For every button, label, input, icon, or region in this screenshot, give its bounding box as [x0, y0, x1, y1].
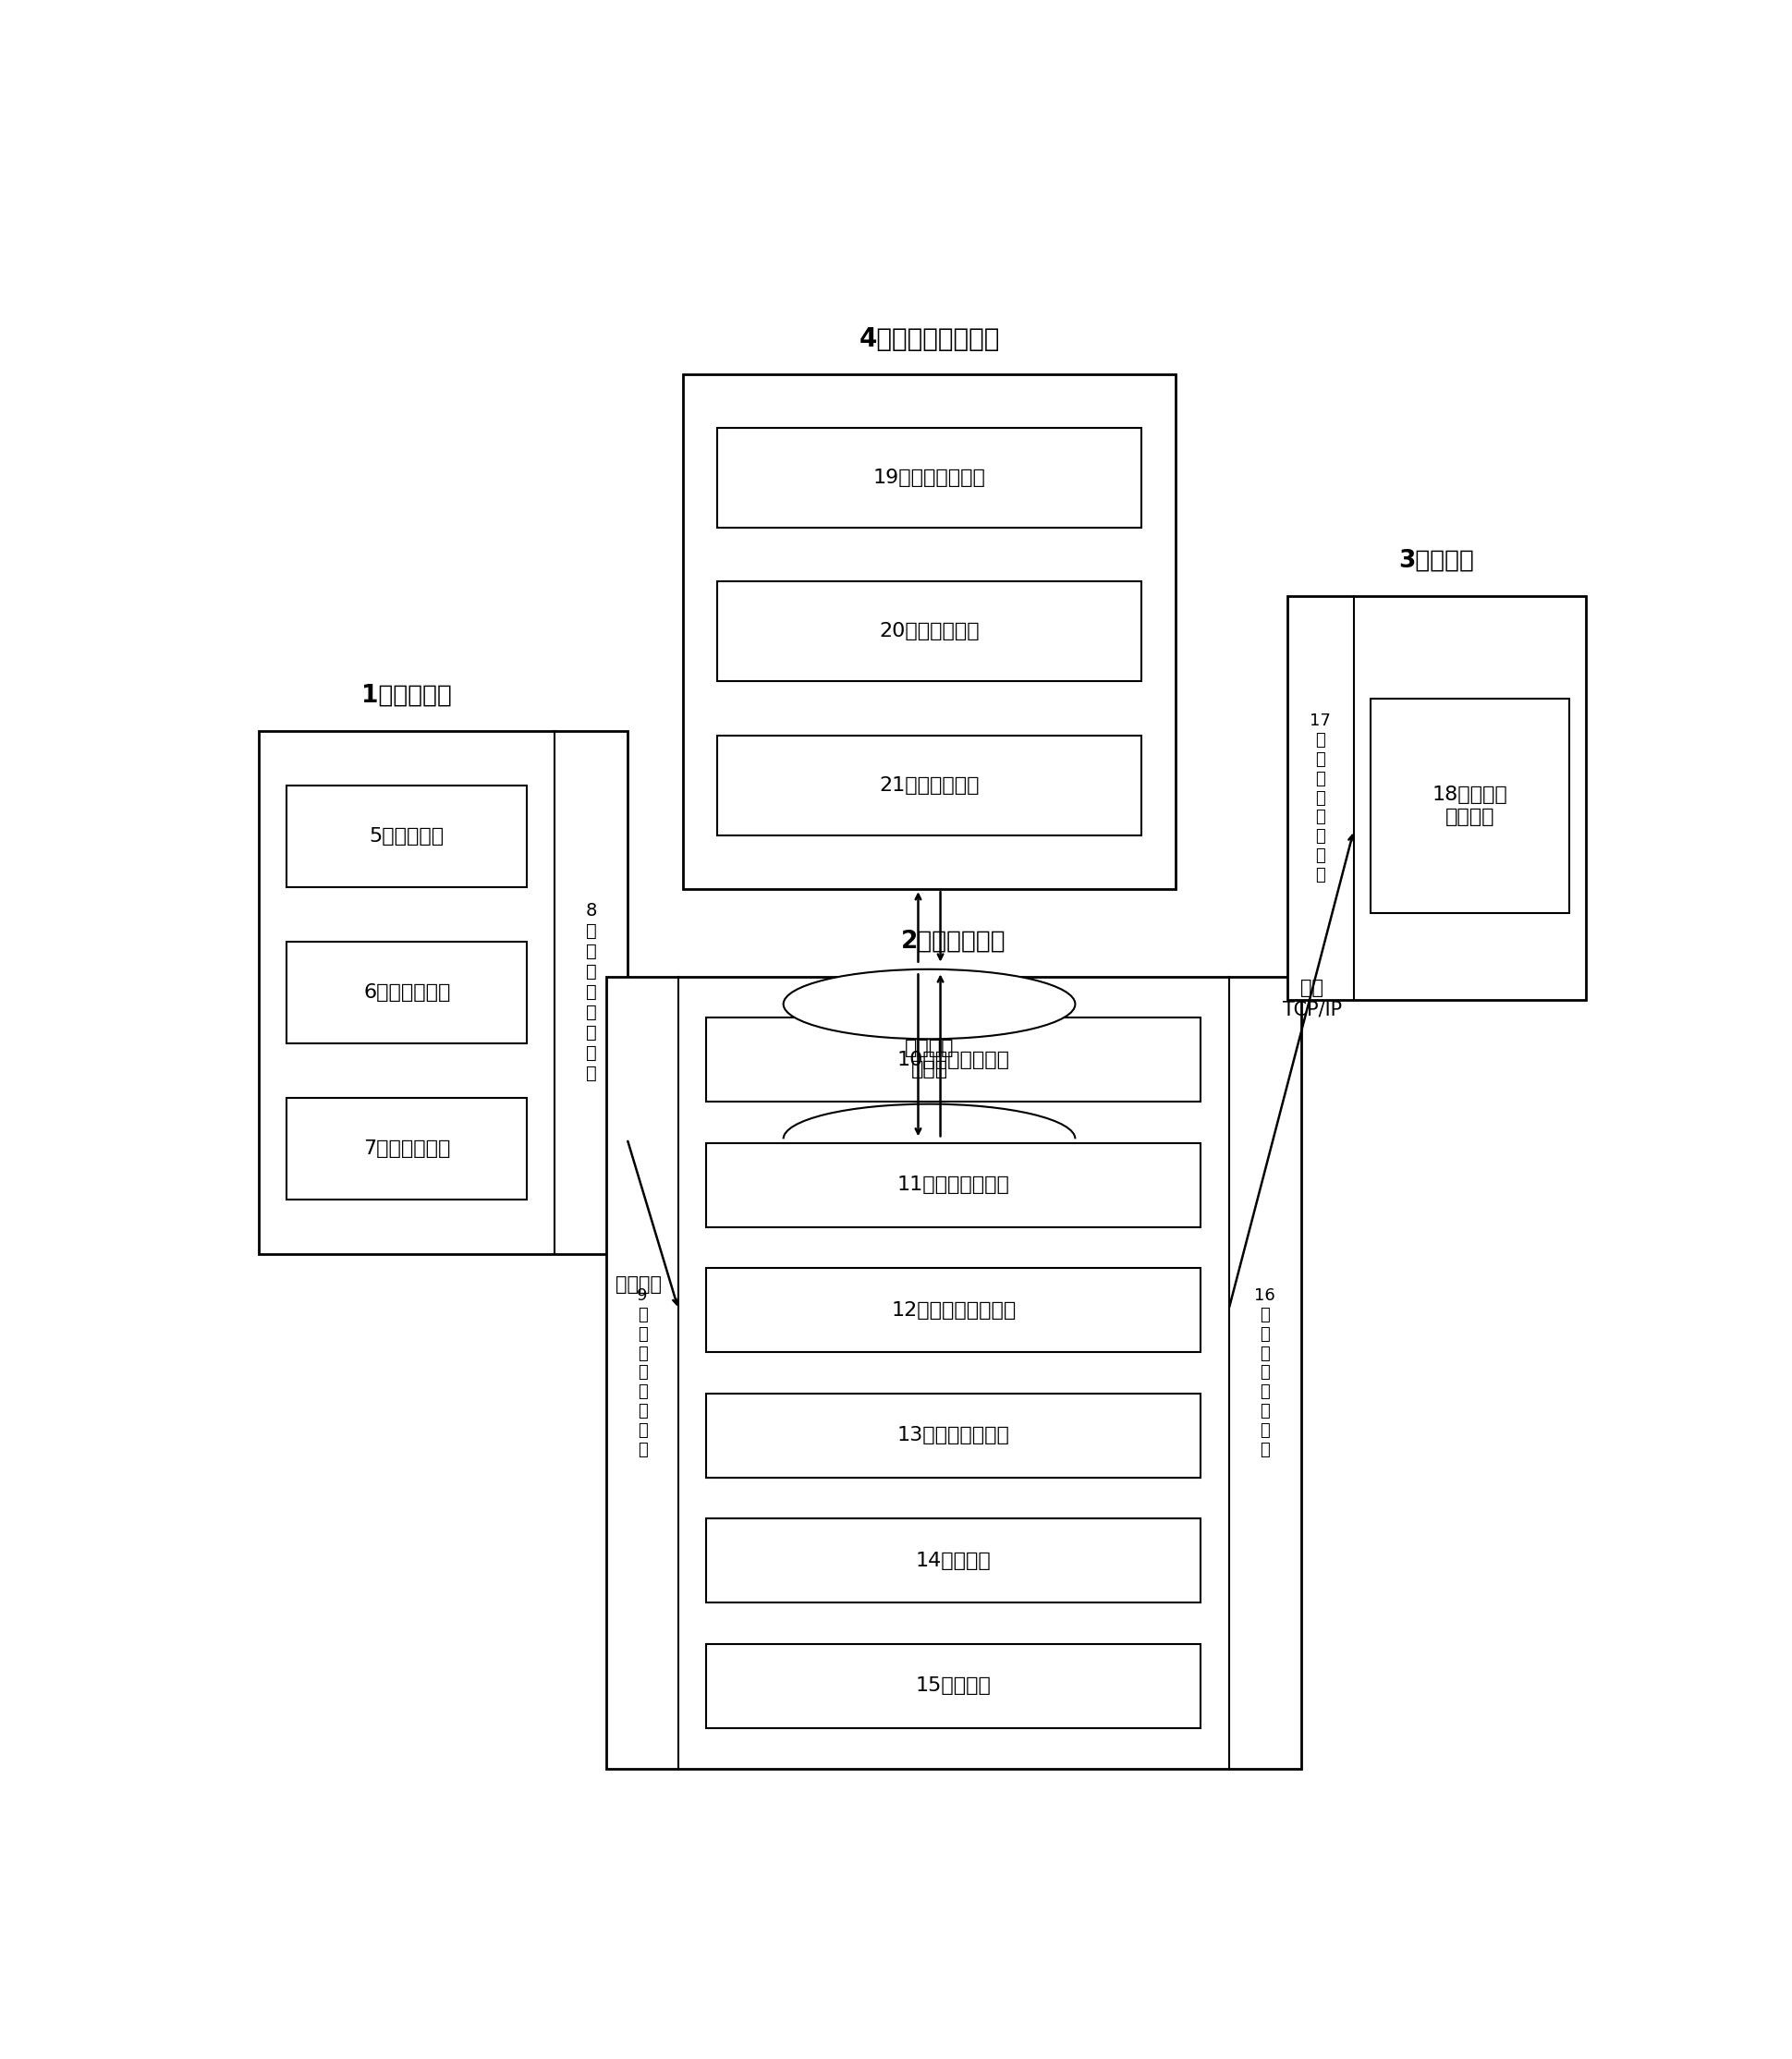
FancyBboxPatch shape	[1287, 595, 1584, 1001]
Text: 15时间管理: 15时间管理	[916, 1676, 991, 1695]
FancyBboxPatch shape	[606, 976, 1301, 1769]
Text: 14系统日志: 14系统日志	[916, 1550, 991, 1569]
Text: 9
过
程
参
数
数
据
接
收: 9 过 程 参 数 数 据 接 收	[636, 1287, 647, 1458]
Text: 18仿真结果
数据显示: 18仿真结果 数据显示	[1432, 787, 1507, 826]
Text: 模型参数
数据库: 模型参数 数据库	[905, 1040, 953, 1079]
FancyBboxPatch shape	[717, 735, 1140, 836]
Text: 16
仿
真
结
果
数
据
发
布: 16 仿 真 结 果 数 据 发 布	[1254, 1287, 1274, 1458]
Text: 5数据初始化: 5数据初始化	[369, 828, 444, 846]
Ellipse shape	[783, 970, 1075, 1040]
FancyBboxPatch shape	[717, 581, 1140, 682]
Text: 17
仿
真
结
果
数
据
接
收: 17 仿 真 结 果 数 据 接 收	[1310, 712, 1330, 883]
FancyBboxPatch shape	[706, 1143, 1201, 1227]
FancyBboxPatch shape	[783, 1005, 1075, 1139]
Text: 2模型计算内核: 2模型计算内核	[901, 929, 1005, 953]
Text: 共享内存: 共享内存	[615, 1275, 661, 1293]
FancyBboxPatch shape	[706, 1268, 1201, 1353]
Text: 3监控显示: 3监控显示	[1398, 550, 1473, 572]
FancyBboxPatch shape	[1369, 698, 1568, 912]
FancyBboxPatch shape	[706, 1520, 1201, 1602]
FancyBboxPatch shape	[717, 428, 1140, 527]
Text: 4工艺模型参数设定: 4工艺模型参数设定	[858, 325, 1000, 352]
FancyBboxPatch shape	[287, 784, 527, 887]
FancyBboxPatch shape	[706, 1017, 1201, 1102]
Text: 21辊缝工艺参数: 21辊缝工艺参数	[878, 776, 978, 795]
Text: 19温度场模型参数: 19温度场模型参数	[873, 469, 986, 488]
Text: 网络
TCP/IP: 网络 TCP/IP	[1281, 978, 1340, 1019]
FancyBboxPatch shape	[706, 1643, 1201, 1728]
FancyBboxPatch shape	[706, 1394, 1201, 1478]
Text: 20冷却工艺参数: 20冷却工艺参数	[878, 622, 978, 640]
Text: 13动态轻压下模型: 13动态轻压下模型	[896, 1427, 1009, 1445]
Text: 11实时温度场模型: 11实时温度场模型	[896, 1176, 1009, 1194]
FancyBboxPatch shape	[258, 731, 627, 1254]
Text: 12动态二冷配水模型: 12动态二冷配水模型	[891, 1301, 1016, 1320]
FancyBboxPatch shape	[287, 941, 527, 1044]
Text: 7浇注条件模拟: 7浇注条件模拟	[364, 1139, 450, 1157]
FancyBboxPatch shape	[683, 375, 1176, 889]
Text: 10动态小单元跟踪: 10动态小单元跟踪	[896, 1050, 1009, 1069]
FancyBboxPatch shape	[287, 1097, 527, 1198]
Text: 6铸机状态模拟: 6铸机状态模拟	[364, 982, 450, 1001]
Text: 1模拟器内核: 1模拟器内核	[362, 684, 452, 708]
Text: 8
过
程
参
数
数
据
发
布: 8 过 程 参 数 数 据 发 布	[584, 902, 597, 1083]
